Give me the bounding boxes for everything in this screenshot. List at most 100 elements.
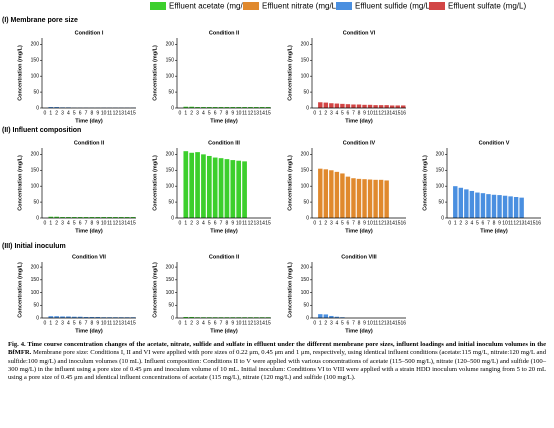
x-tick-label: 1	[319, 110, 322, 116]
x-tick-label: 4	[335, 220, 338, 226]
bar	[464, 189, 469, 218]
y-tick-label: 0	[36, 215, 39, 221]
x-tick-label: 9	[363, 320, 366, 326]
x-tick-label: 14	[259, 220, 265, 226]
x-tick-label: 6	[79, 110, 82, 116]
bar	[318, 102, 323, 108]
x-tick-label: 7	[85, 320, 88, 326]
bar	[48, 107, 54, 108]
x-tick-label: 6	[347, 220, 350, 226]
x-tick-label: 4	[202, 220, 205, 226]
x-tick-label: 4	[335, 110, 338, 116]
x-tick-label: 9	[498, 220, 501, 226]
x-tick-label: 7	[85, 220, 88, 226]
bar	[334, 171, 340, 218]
x-tick-label: 12	[113, 220, 119, 226]
bar	[77, 316, 83, 318]
y-tick-label: 0	[171, 105, 174, 111]
y-tick-label: 200	[301, 264, 310, 270]
x-tick-label: 3	[330, 110, 333, 116]
chart-title: Condition VI	[343, 30, 376, 36]
bar	[491, 194, 497, 218]
y-tick-label: 0	[306, 315, 309, 321]
bar	[124, 317, 130, 318]
x-tick-label: 15	[265, 220, 271, 226]
x-tick-label: 13	[119, 110, 125, 116]
x-tick-label: 5	[73, 320, 76, 326]
bar	[212, 317, 218, 318]
x-tick-label: 14	[259, 320, 265, 326]
bar	[54, 216, 60, 218]
bar	[367, 179, 373, 218]
y-tick-label: 150	[166, 168, 175, 174]
x-tick-label: 3	[465, 220, 468, 226]
x-tick-label: 0	[179, 220, 182, 226]
bar	[71, 316, 77, 318]
x-tick-label: 3	[61, 320, 64, 326]
x-tick-label: 6	[347, 110, 350, 116]
bar	[236, 160, 242, 218]
y-tick-label: 100	[301, 74, 310, 80]
x-tick-label: 11	[373, 220, 378, 226]
bar	[502, 195, 508, 218]
x-tick-label: 14	[259, 110, 265, 116]
bar	[201, 154, 206, 218]
bar	[236, 107, 242, 108]
x-tick-label: 0	[313, 110, 316, 116]
x-axis-label: Time (day)	[210, 228, 238, 234]
x-tick-label: 14	[389, 110, 395, 116]
y-tick-label: 200	[31, 264, 40, 270]
bar	[230, 107, 236, 108]
x-tick-label: 1	[49, 110, 52, 116]
x-tick-label: 12	[248, 220, 254, 226]
x-tick-label: 16	[535, 220, 541, 226]
bar	[356, 178, 362, 218]
bar	[401, 105, 406, 108]
y-axis-label: Concentration (mg/L)	[152, 262, 158, 318]
y-tick-label: 150	[436, 168, 445, 174]
x-tick-label: 6	[482, 220, 485, 226]
y-tick-label: 0	[36, 105, 39, 111]
row-label: (I) Membrane pore size	[2, 17, 78, 24]
x-tick-label: 11	[242, 110, 247, 116]
y-tick-label: 0	[306, 215, 309, 221]
x-tick-label: 7	[220, 220, 223, 226]
bar	[323, 314, 329, 318]
x-tick-label: 10	[236, 110, 242, 116]
x-tick-label: 5	[341, 220, 344, 226]
x-tick-label: 4	[202, 110, 205, 116]
x-tick-label: 0	[313, 220, 316, 226]
bar	[54, 107, 60, 108]
x-tick-label: 5	[208, 110, 211, 116]
bar	[345, 176, 351, 218]
y-tick-label: 0	[36, 315, 39, 321]
y-tick-label: 0	[171, 315, 174, 321]
bar	[183, 151, 189, 218]
y-axis-label: Concentration (mg/L)	[422, 155, 428, 211]
x-tick-label: 8	[358, 220, 361, 226]
bar	[189, 152, 195, 218]
y-tick-label: 100	[166, 74, 175, 80]
bar	[242, 317, 247, 318]
bar	[54, 316, 60, 318]
y-tick-label: 200	[301, 42, 310, 48]
x-tick-label: 12	[513, 220, 519, 226]
x-tick-label: 2	[324, 110, 327, 116]
y-axis-label: Concentration (mg/L)	[17, 45, 23, 101]
x-tick-label: 16	[400, 220, 406, 226]
y-tick-label: 0	[306, 105, 309, 111]
x-tick-label: 8	[91, 320, 94, 326]
x-tick-label: 13	[254, 220, 260, 226]
bar	[248, 107, 253, 108]
x-tick-label: 8	[91, 110, 94, 116]
x-tick-label: 8	[226, 320, 229, 326]
x-tick-label: 1	[49, 320, 52, 326]
y-axis-label: Concentration (mg/L)	[287, 155, 293, 211]
bar	[340, 317, 345, 318]
x-tick-label: 15	[265, 110, 271, 116]
chart-title: Condition I	[75, 30, 104, 36]
y-tick-label: 0	[441, 215, 444, 221]
x-tick-label: 15	[130, 320, 136, 326]
x-tick-label: 8	[493, 220, 496, 226]
bar	[519, 197, 524, 218]
